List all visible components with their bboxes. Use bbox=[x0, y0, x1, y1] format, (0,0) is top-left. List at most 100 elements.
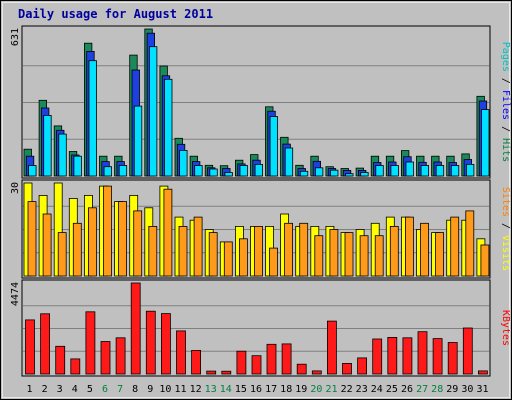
x-tick-label: 10 bbox=[159, 384, 171, 395]
bar-kbytes-day-9 bbox=[145, 310, 156, 375]
panel-kbytes-ymax-label: 4474 bbox=[10, 282, 21, 306]
panel-visits: 30 Sites / Visits bbox=[10, 179, 511, 279]
x-tick-label: 24 bbox=[371, 384, 383, 395]
bar-sites-day-27 bbox=[420, 222, 429, 277]
x-tick-label: 13 bbox=[205, 384, 217, 395]
bar-pages-day-24 bbox=[375, 165, 384, 177]
x-tick-label: 8 bbox=[132, 384, 138, 395]
bar-kbytes-day-10 bbox=[160, 313, 171, 375]
bar-kbytes-day-31 bbox=[477, 370, 488, 375]
bar-sites-day-1 bbox=[27, 201, 37, 277]
bar-sites-day-23 bbox=[359, 235, 369, 277]
legend-entry: / bbox=[500, 120, 511, 138]
x-tick-label: 16 bbox=[250, 384, 262, 395]
bar-kbytes-day-29 bbox=[447, 342, 458, 375]
x-tick-label: 26 bbox=[401, 384, 413, 395]
bar-sites-day-7 bbox=[118, 201, 127, 277]
bar-sites-day-11 bbox=[178, 225, 188, 277]
bar-pages-day-11 bbox=[179, 149, 188, 177]
bar-sites-day-9 bbox=[148, 225, 158, 277]
bar-pages-day-12 bbox=[194, 165, 203, 177]
bar-pages-day-22 bbox=[345, 173, 354, 177]
bar-kbytes-day-18 bbox=[281, 343, 292, 375]
x-tick-label: 28 bbox=[431, 384, 443, 395]
legend-entry: KBytes bbox=[500, 310, 511, 346]
bar-sites-day-29 bbox=[450, 216, 460, 277]
bar-sites-day-15 bbox=[238, 238, 248, 277]
x-tick-label: 2 bbox=[42, 384, 48, 395]
chart-title: Daily usage for August 2011 bbox=[18, 7, 213, 21]
bar-kbytes-day-7 bbox=[115, 337, 126, 375]
x-tick-label: 23 bbox=[356, 384, 368, 395]
bar-sites-day-3 bbox=[57, 232, 67, 277]
x-tick-label: 20 bbox=[310, 384, 322, 395]
bar-sites-day-10 bbox=[163, 188, 173, 277]
bar-kbytes-day-14 bbox=[221, 370, 232, 375]
bar-sites-day-22 bbox=[344, 232, 354, 277]
bar-sites-day-8 bbox=[133, 210, 143, 277]
x-tick-label: 30 bbox=[461, 384, 473, 395]
legend-entry: Pages bbox=[500, 42, 511, 72]
bar-kbytes-day-2 bbox=[40, 313, 50, 375]
panel-hits-ymax-label: 631 bbox=[10, 28, 21, 46]
legend-entry: Files bbox=[500, 90, 511, 120]
bar-kbytes-day-23 bbox=[357, 357, 368, 375]
bar-sites-day-5 bbox=[88, 207, 97, 277]
bar-kbytes-day-25 bbox=[387, 336, 398, 375]
bar-sites-day-17 bbox=[269, 247, 278, 277]
bar-kbytes-day-3 bbox=[55, 345, 66, 375]
bar-pages-day-31 bbox=[481, 109, 490, 177]
x-tick-label: 31 bbox=[476, 384, 488, 395]
x-tick-label: 14 bbox=[220, 384, 232, 395]
bar-kbytes-day-11 bbox=[176, 330, 186, 375]
bar-kbytes-day-5 bbox=[85, 311, 96, 375]
panel-hits-legend: Pages / Files / Hits bbox=[500, 42, 511, 162]
bar-sites-day-30 bbox=[465, 210, 475, 277]
x-tick-label: 6 bbox=[102, 384, 108, 395]
bar-kbytes-day-13 bbox=[206, 370, 217, 375]
bar-sites-day-4 bbox=[72, 222, 82, 277]
bar-sites-day-28 bbox=[435, 232, 445, 277]
bar-pages-day-18 bbox=[284, 147, 294, 177]
bar-pages-day-30 bbox=[465, 163, 475, 177]
bar-sites-day-21 bbox=[329, 229, 339, 277]
bar-kbytes-day-17 bbox=[266, 343, 277, 375]
bar-sites-day-6 bbox=[103, 185, 112, 277]
panel-visits-legend: Sites / Visits bbox=[500, 187, 511, 271]
x-tick-label: 17 bbox=[265, 384, 277, 395]
legend-entry: Hits bbox=[500, 138, 511, 162]
bar-kbytes-day-12 bbox=[191, 349, 202, 375]
x-tick-label: 29 bbox=[446, 384, 458, 395]
bar-pages-day-19 bbox=[299, 170, 309, 177]
bar-kbytes-day-21 bbox=[326, 320, 337, 375]
bar-pages-day-26 bbox=[405, 161, 414, 177]
x-tick-label: 3 bbox=[57, 384, 63, 395]
bar-kbytes-day-8 bbox=[130, 282, 141, 375]
bar-kbytes-day-1 bbox=[25, 319, 35, 375]
bar-kbytes-day-26 bbox=[402, 337, 413, 375]
bar-kbytes-day-28 bbox=[432, 338, 443, 375]
legend-entry: Sites bbox=[500, 187, 511, 217]
x-tick-label: 5 bbox=[87, 384, 93, 395]
bar-sites-day-24 bbox=[374, 235, 384, 277]
legend-entry: / bbox=[500, 72, 511, 90]
bar-sites-day-12 bbox=[193, 216, 203, 277]
bar-pages-day-15 bbox=[239, 165, 248, 177]
bar-pages-day-27 bbox=[420, 165, 430, 177]
bar-kbytes-day-15 bbox=[236, 350, 247, 375]
bar-pages-day-9 bbox=[148, 46, 158, 177]
bar-kbytes-day-16 bbox=[251, 355, 262, 375]
x-tick-label: 19 bbox=[295, 384, 307, 395]
bar-pages-day-21 bbox=[330, 169, 339, 177]
bar-pages-day-13 bbox=[209, 168, 218, 177]
x-tick-label: 27 bbox=[416, 384, 428, 395]
bar-pages-day-17 bbox=[269, 116, 279, 177]
bar-pages-day-28 bbox=[435, 165, 445, 177]
x-tick-label: 15 bbox=[235, 384, 247, 395]
bar-pages-day-4 bbox=[73, 155, 82, 177]
bar-sites-day-13 bbox=[208, 232, 218, 277]
bar-pages-day-20 bbox=[314, 167, 324, 177]
bar-pages-day-2 bbox=[43, 115, 52, 177]
